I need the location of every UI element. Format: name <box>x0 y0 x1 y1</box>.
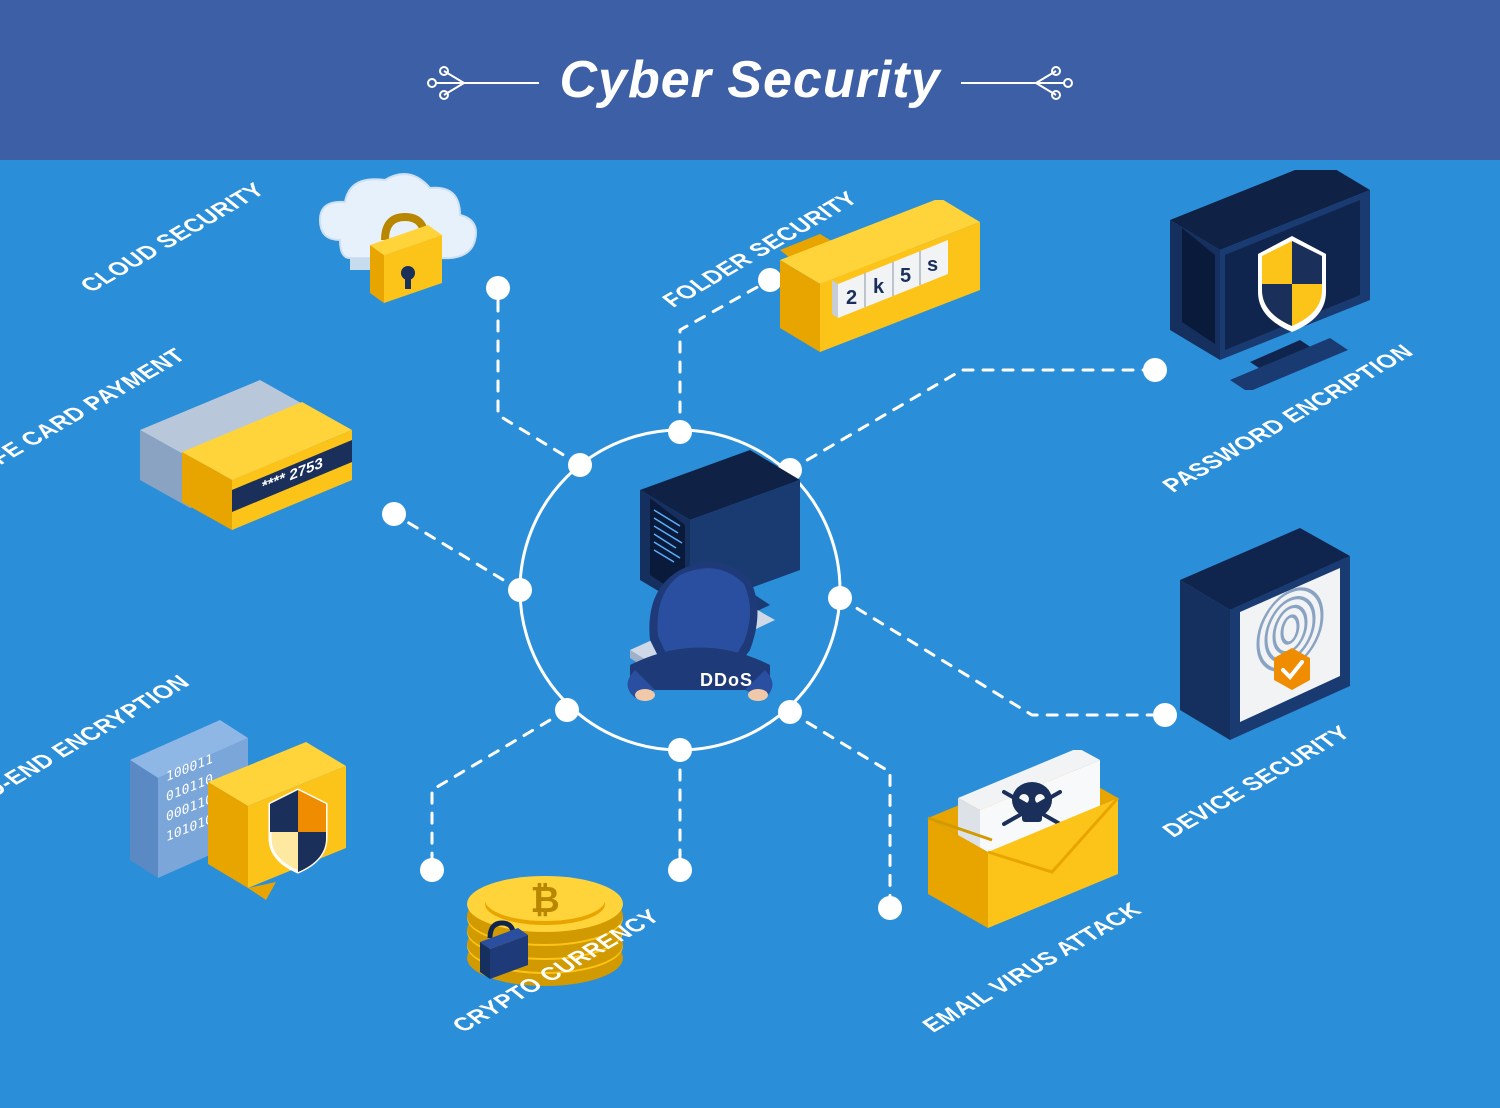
svg-text:₿: ₿ <box>530 879 559 920</box>
center-hacker-icon <box>560 450 820 710</box>
password-encryption-icon <box>1160 170 1380 390</box>
cloud-security-icon <box>300 170 500 340</box>
email-virus-attack-icon <box>920 750 1130 940</box>
circuit-deco-right <box>956 63 1116 103</box>
center-label: DDoS <box>700 670 753 691</box>
page-title-text: Cyber Security <box>559 51 940 109</box>
circuit-deco-left <box>384 63 544 103</box>
page-title: Cyber Security <box>0 50 1500 110</box>
end-to-end-encryption-icon: 100011010110000110101010 <box>130 700 360 900</box>
svg-text:k: k <box>873 276 885 298</box>
device-security-icon <box>1170 520 1360 750</box>
svg-text:5: 5 <box>900 265 911 287</box>
svg-text:s: s <box>927 254 938 276</box>
infographic-canvas: Cyber Security <box>0 0 1500 1108</box>
safe-card-payment-icon: **** 2753 <box>140 370 360 530</box>
svg-text:2: 2 <box>846 287 857 309</box>
